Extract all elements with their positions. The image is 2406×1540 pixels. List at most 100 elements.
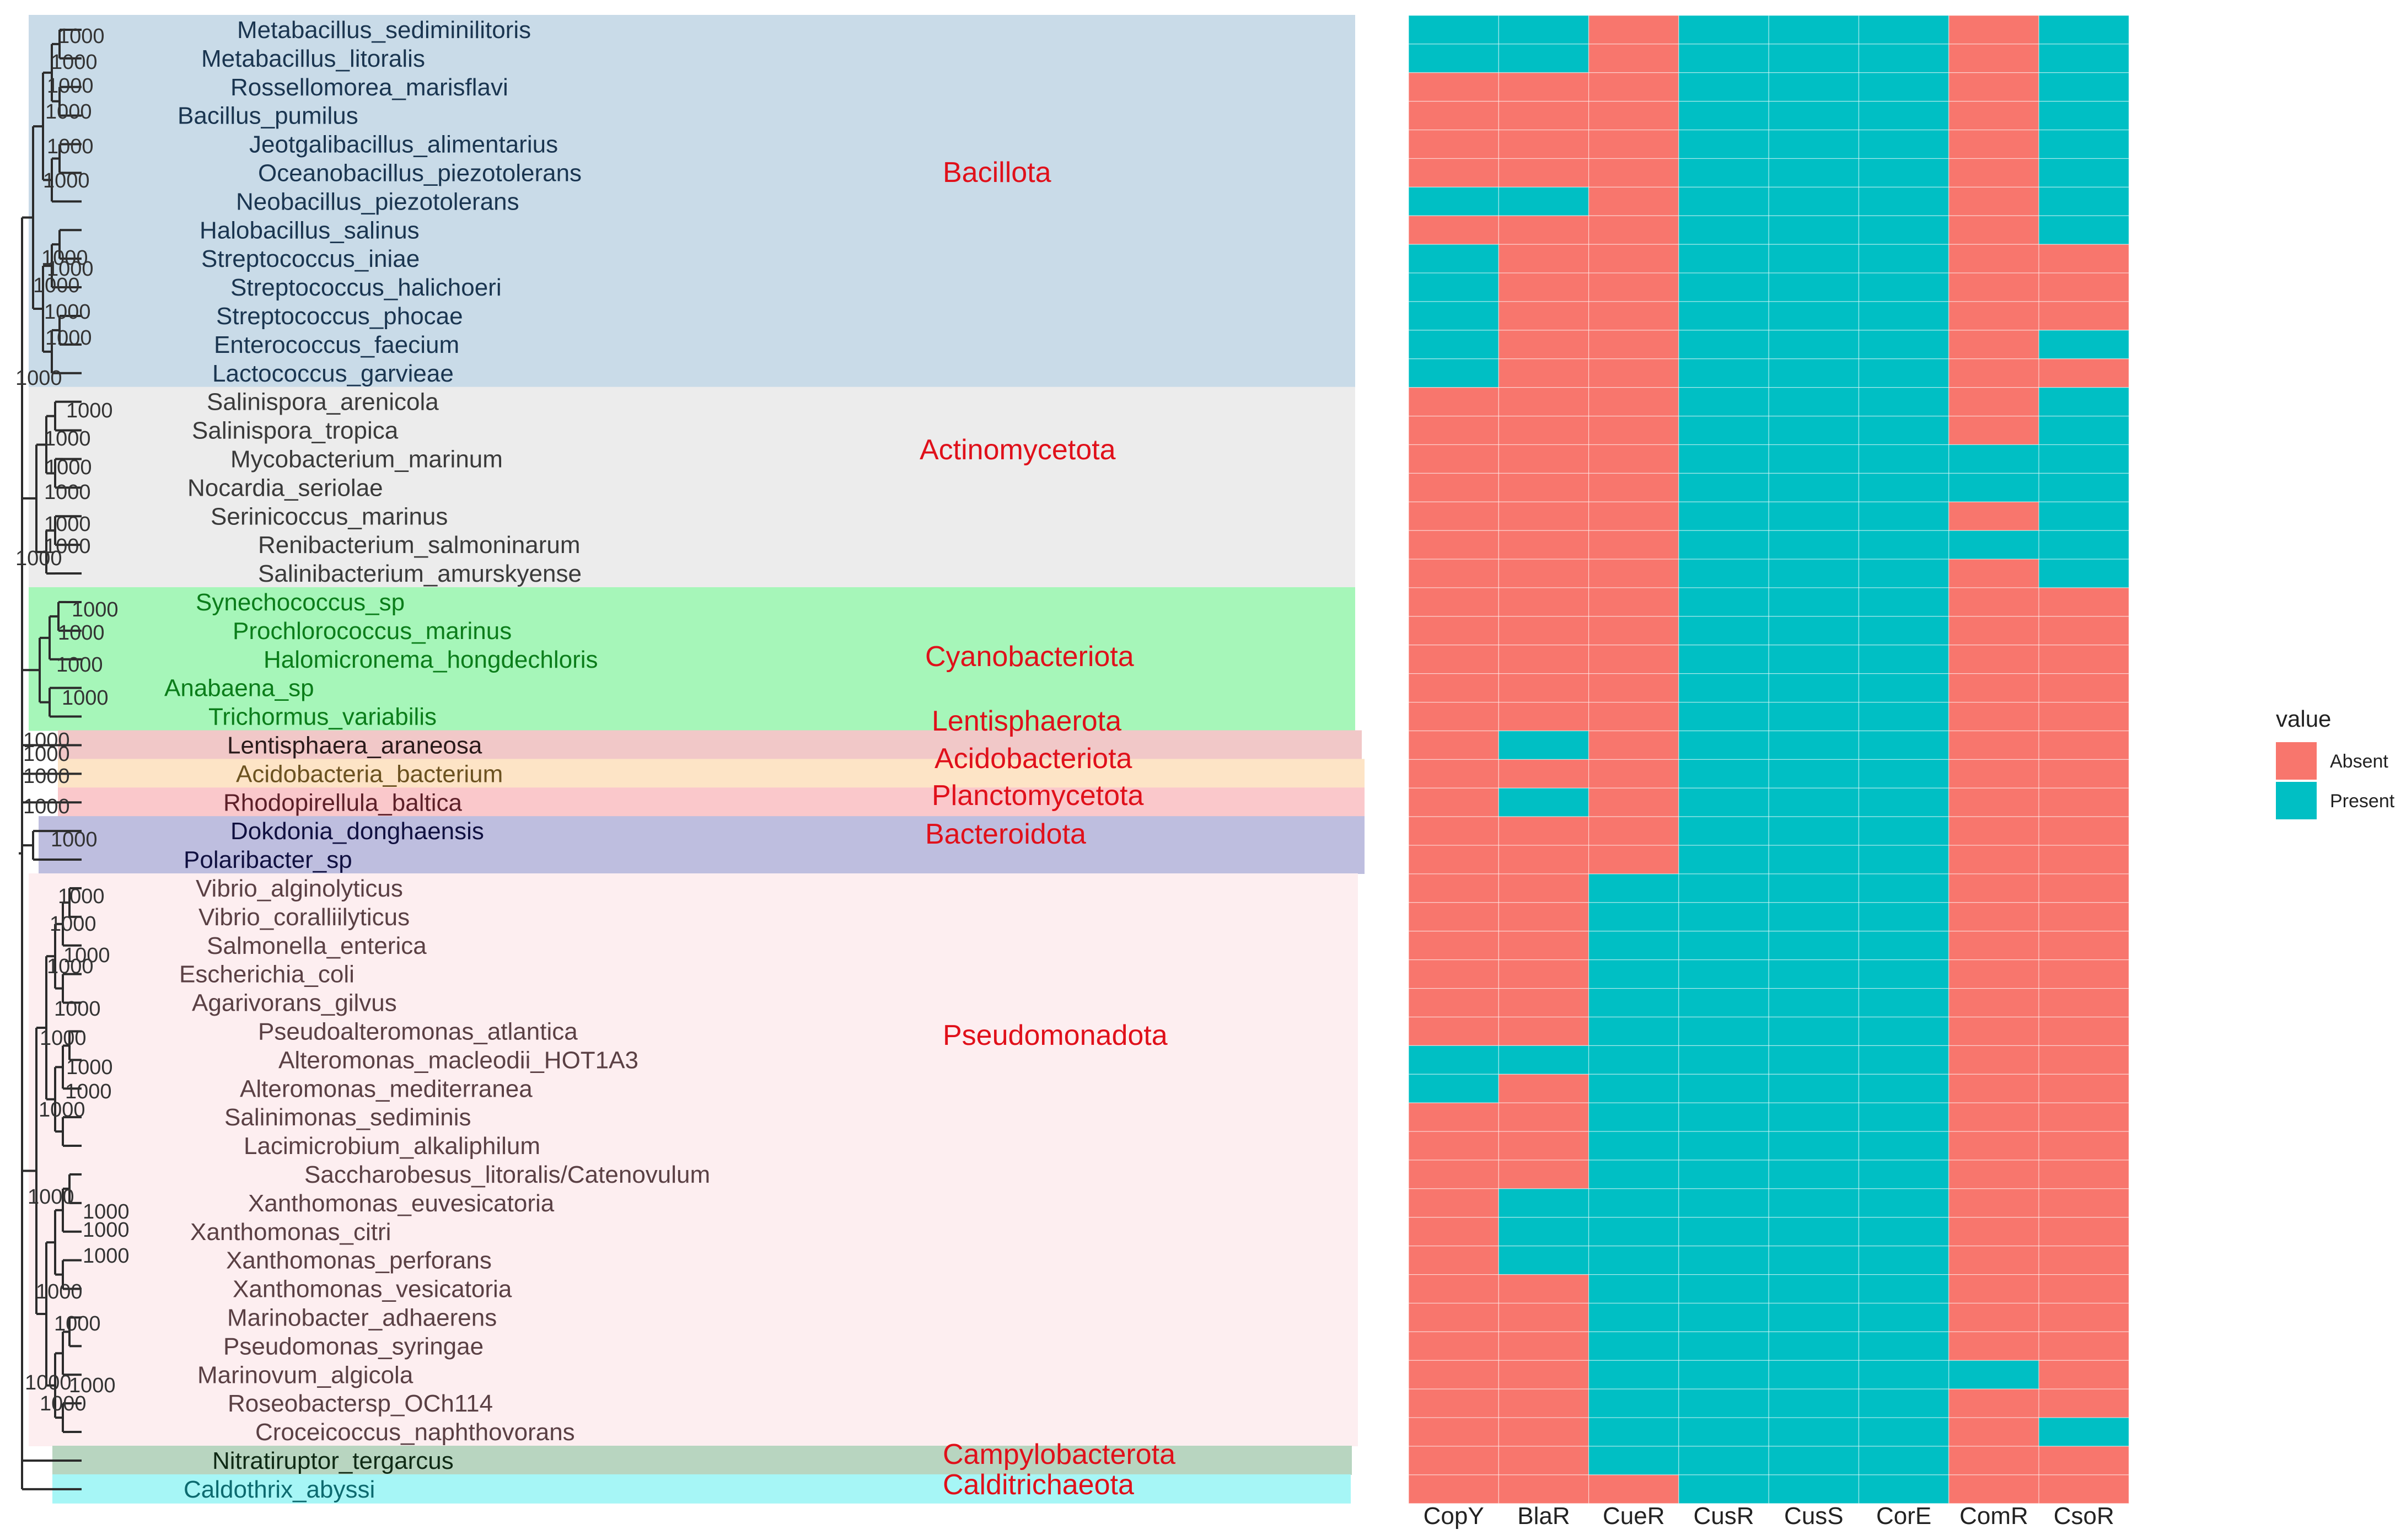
heatmap-cell: [1858, 387, 1949, 417]
heatmap-cell: [1678, 272, 1769, 302]
heatmap-cell: [1408, 759, 1499, 788]
heatmap-cell: [1768, 988, 1860, 1018]
heatmap-cell: [1858, 215, 1949, 245]
heatmap-cell: [1768, 1302, 1860, 1333]
heatmap-cell: [1408, 1102, 1499, 1132]
heatmap-cell: [1588, 988, 1679, 1018]
heatmap-cell: [1498, 787, 1589, 817]
heatmap-cell: [1588, 1302, 1679, 1333]
bootstrap-label: 1000: [43, 169, 90, 192]
heatmap-cell: [1948, 816, 2039, 846]
heatmap-cell: [1768, 787, 1860, 817]
heatmap-cell: [1948, 1388, 2039, 1418]
heatmap-cell: [2038, 1074, 2130, 1103]
species-label: Jeotgalibacillus_alimentarius: [249, 131, 558, 158]
heatmap-cell: [2038, 358, 2130, 388]
heatmap-cell: [1588, 473, 1679, 502]
heatmap-cell: [1678, 816, 1769, 846]
heatmap-cell: [1408, 587, 1499, 617]
heatmap-cell: [2038, 272, 2130, 302]
heatmap-cell: [1678, 415, 1769, 446]
bootstrap-label: 1000: [58, 25, 105, 48]
heatmap-cell: [1948, 44, 2039, 73]
heatmap-cell: [1948, 931, 2039, 961]
heatmap-cell: [1498, 1016, 1589, 1047]
heatmap-cell: [1498, 530, 1589, 560]
heatmap-cell: [1678, 186, 1769, 216]
bootstrap-label: 1000: [39, 1098, 85, 1122]
species-label: Salmonella_enterica: [207, 932, 427, 959]
heatmap-cell: [1948, 501, 2039, 531]
heatmap-cell: [2038, 1188, 2130, 1218]
heatmap-cell: [1498, 816, 1589, 846]
species-label: Prochlorococcus_marinus: [233, 618, 512, 645]
heatmap-cell: [1408, 1246, 1499, 1275]
heatmap-cell: [1408, 15, 1499, 45]
heatmap-cell: [2038, 701, 2130, 732]
heatmap-cell: [2038, 1360, 2130, 1389]
bootstrap-label: 1000: [40, 1392, 87, 1415]
heatmap-cell: [2038, 1016, 2130, 1047]
species-label: Rossellomorea_marisflavi: [230, 74, 508, 101]
heatmap-cell: [1678, 130, 1769, 159]
species-label: Salinispora_arenicola: [207, 389, 439, 416]
heatmap-cell: [1408, 1074, 1499, 1103]
species-label: Metabacillus_litoralis: [201, 45, 425, 72]
heatmap-cell: [1678, 1302, 1769, 1333]
phylum-band: [58, 730, 1362, 760]
gene-label: CorE: [1876, 1503, 1931, 1530]
heatmap-cell: [2038, 158, 2130, 188]
heatmap-cell: [1948, 1102, 2039, 1132]
heatmap-cell: [1858, 473, 1949, 502]
heatmap-cell: [1768, 730, 1860, 760]
heatmap-cell: [1498, 1160, 1589, 1189]
heatmap-cell: [1678, 215, 1769, 245]
heatmap-cell: [1768, 130, 1860, 159]
heatmap-cell: [1948, 1045, 2039, 1075]
heatmap-cell: [1768, 301, 1860, 331]
heatmap-cell: [1498, 931, 1589, 961]
heatmap-cell: [1588, 387, 1679, 417]
heatmap-cell: [1768, 1331, 1860, 1361]
heatmap-cell: [1858, 1160, 1949, 1189]
bootstrap-label: 1000: [69, 1374, 116, 1397]
heatmap-cell: [1948, 101, 2039, 131]
heatmap-cell: [1498, 272, 1589, 302]
heatmap-cell: [1678, 1217, 1769, 1247]
heatmap-cell: [1588, 158, 1679, 188]
heatmap-cell: [1588, 130, 1679, 159]
bootstrap-label: 1000: [47, 135, 94, 158]
species-label: Rhodopirellula_baltica: [223, 789, 462, 816]
heatmap-cell: [1858, 330, 1949, 359]
heatmap-cell: [1678, 1131, 1769, 1161]
heatmap-cell: [1588, 501, 1679, 531]
species-label: Halobacillus_salinus: [200, 217, 420, 244]
heatmap-cell: [2038, 902, 2130, 932]
bootstrap-label: 1000: [15, 367, 62, 390]
heatmap-cell: [1588, 1446, 1679, 1475]
heatmap-cell: [1408, 988, 1499, 1018]
heatmap-cell: [1768, 845, 1860, 874]
heatmap-cell: [1768, 473, 1860, 502]
heatmap-cell: [1948, 701, 2039, 732]
heatmap-cell: [2038, 301, 2130, 331]
heatmap-cell: [1948, 415, 2039, 446]
heatmap-cell: [1948, 587, 2039, 617]
heatmap-cell: [1948, 301, 2039, 331]
heatmap-cell: [1948, 530, 2039, 560]
heatmap-cell: [1408, 701, 1499, 732]
heatmap-cell: [1408, 301, 1499, 331]
heatmap-cell: [1858, 645, 1949, 674]
species-label: Saccharobesus_litoralis/Catenovulum: [304, 1161, 710, 1188]
heatmap-cell: [1768, 72, 1860, 102]
heatmap-cell: [1948, 1131, 2039, 1161]
species-label: Pseudoalteromonas_atlantica: [258, 1018, 578, 1045]
species-label: Pseudomonas_syringae: [223, 1333, 484, 1360]
heatmap-cell: [1858, 1246, 1949, 1275]
heatmap-cell: [1678, 845, 1769, 874]
heatmap-cell: [1678, 730, 1769, 760]
bootstrap-label: 1000: [65, 1080, 112, 1103]
heatmap-cell: [1768, 673, 1860, 703]
heatmap-cell: [1678, 330, 1769, 359]
heatmap-cell: [1768, 1388, 1860, 1418]
